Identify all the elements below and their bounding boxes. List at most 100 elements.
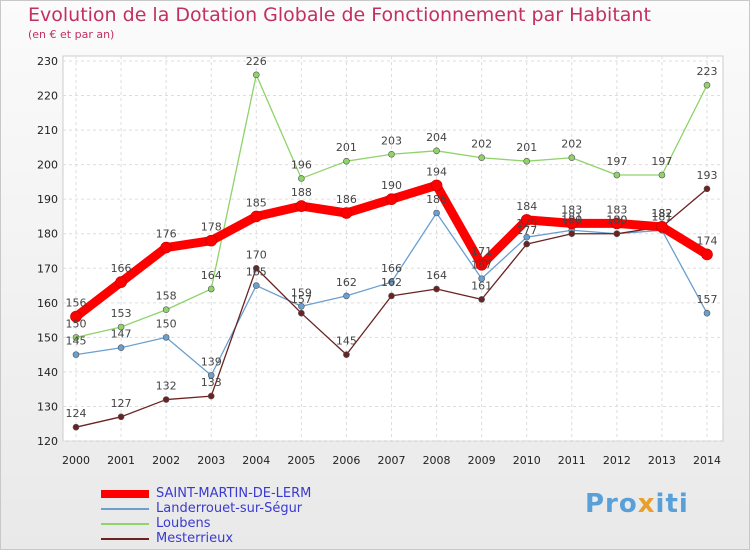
data-label: 150 bbox=[156, 317, 177, 330]
y-tick-label: 160 bbox=[37, 297, 58, 310]
y-tick-label: 120 bbox=[37, 435, 58, 448]
data-point bbox=[298, 302, 305, 310]
data-point bbox=[433, 147, 440, 155]
x-tick-label: 2000 bbox=[62, 454, 90, 467]
data-point bbox=[207, 285, 215, 293]
data-label: 156 bbox=[66, 297, 87, 310]
legend-label: Loubens bbox=[156, 516, 211, 531]
data-label: 193 bbox=[697, 169, 718, 182]
data-point bbox=[701, 248, 713, 261]
y-tick-label: 220 bbox=[37, 90, 58, 103]
data-label: 182 bbox=[651, 207, 672, 220]
data-point bbox=[298, 175, 305, 182]
data-point bbox=[252, 264, 260, 272]
data-label: 150 bbox=[66, 317, 87, 330]
data-point bbox=[568, 230, 576, 238]
x-tick-label: 2003 bbox=[197, 454, 225, 467]
data-label: 186 bbox=[336, 193, 357, 206]
data-point bbox=[295, 200, 308, 212]
data-label: 127 bbox=[111, 397, 132, 410]
x-tick-label: 2008 bbox=[423, 454, 451, 467]
y-tick-label: 150 bbox=[37, 331, 58, 344]
data-label: 201 bbox=[516, 141, 537, 154]
data-label: 179 bbox=[516, 217, 537, 230]
data-label: 145 bbox=[336, 335, 357, 348]
data-point bbox=[343, 351, 350, 358]
data-label: 166 bbox=[111, 262, 132, 275]
y-tick-label: 140 bbox=[37, 366, 58, 379]
data-point bbox=[478, 275, 485, 282]
data-label: 197 bbox=[606, 155, 627, 168]
data-point bbox=[703, 309, 711, 317]
data-label: 161 bbox=[471, 279, 492, 292]
data-point bbox=[162, 334, 170, 341]
x-tick-label: 2009 bbox=[468, 454, 496, 467]
data-point bbox=[613, 230, 621, 238]
data-point bbox=[656, 221, 668, 233]
data-label: 186 bbox=[426, 193, 447, 206]
data-point bbox=[611, 217, 623, 230]
data-label: 180 bbox=[561, 214, 582, 227]
data-point bbox=[433, 209, 440, 217]
proxiti-logo: Proxiti bbox=[585, 489, 689, 519]
y-tick-label: 180 bbox=[37, 228, 58, 241]
data-label: 185 bbox=[246, 196, 267, 209]
data-label: 162 bbox=[336, 276, 357, 289]
legend-swatch bbox=[101, 538, 149, 540]
data-point bbox=[250, 210, 263, 223]
legend-swatch bbox=[101, 490, 149, 498]
data-label: 202 bbox=[471, 138, 492, 151]
data-label: 177 bbox=[516, 224, 537, 237]
data-point bbox=[343, 157, 350, 165]
x-tick-label: 2002 bbox=[152, 454, 180, 467]
data-label: 159 bbox=[291, 286, 312, 299]
data-point bbox=[523, 233, 531, 241]
data-label: 153 bbox=[111, 307, 132, 320]
y-tick-label: 130 bbox=[37, 400, 58, 413]
data-label: 203 bbox=[381, 134, 402, 147]
chart-title: Evolution de la Dotation Globale de Fonc… bbox=[28, 4, 651, 26]
x-tick-label: 2011 bbox=[558, 454, 586, 467]
data-point bbox=[205, 234, 218, 247]
legend-label: SAINT-MARTIN-DE-LERM bbox=[156, 486, 312, 501]
data-point bbox=[475, 259, 488, 271]
data-point bbox=[162, 396, 170, 403]
data-label: 223 bbox=[697, 65, 718, 78]
data-point bbox=[72, 351, 80, 358]
data-point bbox=[162, 306, 170, 314]
x-tick-label: 2005 bbox=[287, 454, 315, 467]
data-label: 174 bbox=[697, 234, 718, 247]
data-point bbox=[207, 392, 215, 400]
x-tick-label: 2006 bbox=[332, 454, 360, 467]
x-tick-label: 2010 bbox=[513, 454, 541, 467]
data-point bbox=[252, 282, 260, 289]
data-point bbox=[72, 423, 80, 431]
x-tick-label: 2007 bbox=[378, 454, 406, 467]
data-label: 180 bbox=[606, 214, 627, 227]
data-point bbox=[160, 241, 172, 254]
data-label: 133 bbox=[201, 376, 222, 389]
x-tick-label: 2013 bbox=[648, 454, 676, 467]
data-label: 170 bbox=[246, 248, 267, 261]
data-point bbox=[385, 193, 398, 205]
data-point bbox=[115, 276, 127, 288]
data-label: 202 bbox=[561, 138, 582, 151]
data-point bbox=[252, 71, 260, 79]
data-point bbox=[70, 310, 82, 323]
data-point bbox=[117, 323, 125, 331]
data-point bbox=[117, 344, 125, 352]
data-point bbox=[478, 296, 485, 303]
data-point bbox=[613, 171, 621, 179]
data-point bbox=[388, 292, 395, 300]
data-label: 204 bbox=[426, 131, 447, 144]
data-label: 145 bbox=[66, 335, 87, 348]
data-point bbox=[703, 185, 711, 193]
data-label: 184 bbox=[516, 200, 537, 213]
data-label: 124 bbox=[66, 407, 87, 420]
data-label: 165 bbox=[246, 266, 267, 279]
x-tick-label: 2012 bbox=[603, 454, 631, 467]
x-tick-label: 2014 bbox=[693, 454, 721, 467]
data-point bbox=[523, 240, 531, 248]
data-label: 147 bbox=[111, 328, 132, 341]
data-label: 182 bbox=[651, 207, 672, 220]
